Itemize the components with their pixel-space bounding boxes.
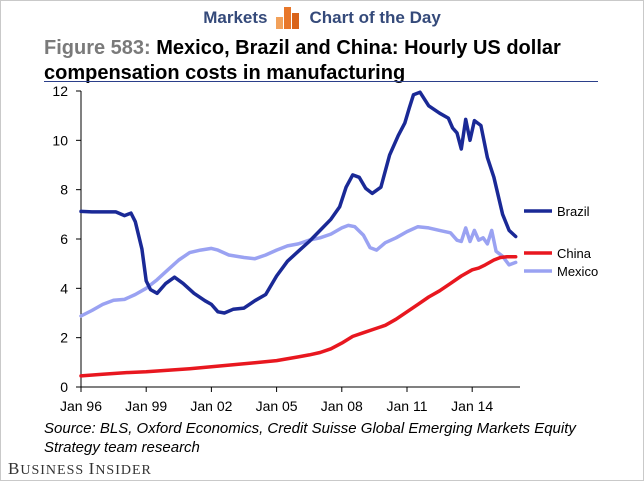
y-tick-label: 0 bbox=[60, 379, 68, 395]
x-tick-label: Jan 02 bbox=[190, 398, 232, 414]
bar-chart-icon bbox=[276, 7, 300, 29]
title-rule bbox=[44, 81, 598, 82]
series-line-china bbox=[79, 255, 518, 378]
bar-chart-icon-bar bbox=[276, 17, 284, 29]
chart-of-the-day-label: Chart of the Day bbox=[309, 8, 441, 27]
figure-title: Figure 583: Mexico, Brazil and China: Ho… bbox=[44, 36, 624, 86]
chart-series bbox=[79, 90, 518, 378]
chart-of-the-day-header: Markets Chart of the Day bbox=[0, 4, 644, 32]
x-tick-label: Jan 11 bbox=[386, 398, 427, 414]
business-insider-logo: BUSINESS INSIDER bbox=[8, 459, 152, 478]
chart-axes: 0 2 4 6 8 10 12 Jan 96 Jan 99 Jan 02 Jan 05 Jan 08 J… bbox=[52, 83, 520, 414]
x-tick-label: Jan 05 bbox=[256, 398, 298, 414]
source-note: Source: BLS, Oxford Economics, Credit Su… bbox=[44, 420, 576, 456]
legend-label-china: China bbox=[557, 246, 592, 261]
y-tick-label: 8 bbox=[60, 182, 68, 198]
x-tick-label: Jan 99 bbox=[125, 398, 167, 414]
figure-number: Figure 583: bbox=[44, 37, 151, 59]
x-tick-label: Jan 14 bbox=[451, 398, 493, 414]
chart-legend: Brazil China Mexico bbox=[524, 204, 598, 279]
y-tick-label: 12 bbox=[52, 83, 68, 99]
bar-chart-icon-bar bbox=[292, 13, 300, 29]
x-tick-label: Jan 96 bbox=[60, 398, 102, 414]
y-tick-label: 10 bbox=[52, 132, 68, 148]
x-tick-label: Jan 08 bbox=[321, 398, 363, 414]
y-tick-label: 2 bbox=[60, 330, 68, 346]
markets-label: Markets bbox=[203, 8, 268, 27]
figure-title-text: Mexico, Brazil and China: Hourly US doll… bbox=[44, 37, 561, 84]
series-line-brazil bbox=[79, 90, 518, 315]
y-tick-label: 4 bbox=[60, 280, 68, 296]
bar-chart-icon-bar bbox=[284, 7, 292, 29]
y-tick-label: 6 bbox=[60, 231, 68, 247]
series-line-mexico bbox=[79, 223, 518, 318]
legend-label-mexico: Mexico bbox=[557, 264, 598, 279]
legend-label-brazil: Brazil bbox=[557, 204, 590, 219]
